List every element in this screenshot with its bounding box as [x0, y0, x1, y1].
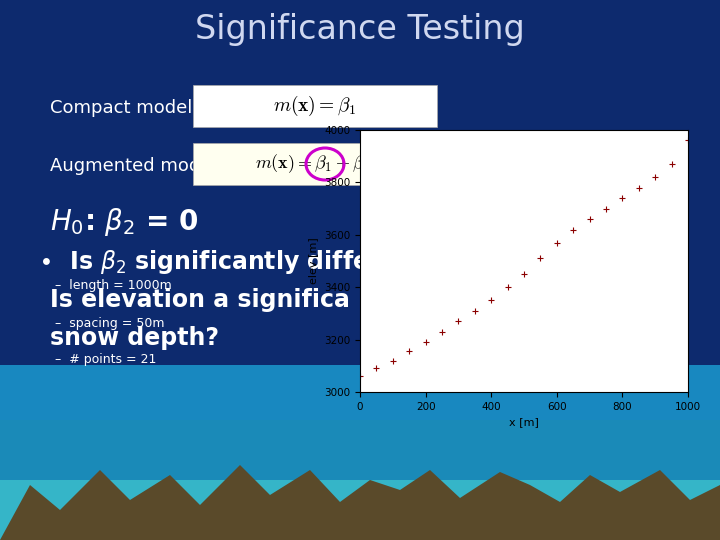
Text: Significance Testing: Significance Testing — [195, 14, 525, 46]
Bar — [0, 0, 720, 365]
Text: $m(\mathbf{x}) = \beta_1$: $m(\mathbf{x}) = \beta_1$ — [274, 94, 356, 118]
Point — [354, 372, 366, 381]
Point — [469, 307, 480, 315]
X-axis label: x [m]: x [m] — [509, 417, 539, 427]
Text: –  spacing = 50m: – spacing = 50m — [55, 316, 164, 329]
Y-axis label: elev [m]: elev [m] — [308, 238, 318, 285]
FancyBboxPatch shape — [193, 85, 437, 127]
Point — [551, 238, 562, 247]
Point — [502, 283, 513, 292]
Point — [436, 327, 448, 336]
Point — [403, 347, 415, 356]
FancyBboxPatch shape — [193, 143, 512, 185]
Bar — [0, 365, 720, 540]
Point — [387, 356, 399, 365]
Point — [567, 225, 579, 234]
Point — [535, 254, 546, 262]
Point — [453, 317, 464, 326]
Point — [485, 296, 497, 305]
Text: Augmented model:: Augmented model: — [50, 157, 222, 175]
Text: $\bullet$  Is $\beta_2$ significantly diffe: $\bullet$ Is $\beta_2$ significantly dif… — [38, 248, 369, 276]
Text: $m(\mathbf{x}) = \beta_1 + \beta_2 ELEV'(\mathbf{x})$: $m(\mathbf{x}) = \beta_1 + \beta_2 ELEV'… — [256, 152, 451, 176]
Bar — [0, 440, 720, 540]
Point — [518, 270, 530, 279]
Point — [666, 160, 678, 168]
Text: snow depth?: snow depth? — [50, 326, 219, 350]
Point — [633, 183, 644, 192]
Text: Compact model:: Compact model: — [50, 99, 199, 117]
Point — [616, 194, 628, 202]
Text: $H_0$: $\beta_2$ = 0: $H_0$: $\beta_2$ = 0 — [50, 206, 198, 238]
Point — [371, 364, 382, 373]
Point — [683, 136, 694, 145]
Text: –  length = 1000m: – length = 1000m — [55, 279, 172, 292]
Point — [584, 215, 595, 224]
Bar — [0, 420, 720, 480]
Polygon shape — [0, 465, 720, 540]
Point — [600, 204, 612, 213]
Text: Is elevation a significa: Is elevation a significa — [50, 288, 350, 312]
Point — [649, 173, 661, 181]
Text: –  # points = 21: – # points = 21 — [55, 354, 156, 367]
Point — [420, 338, 431, 347]
